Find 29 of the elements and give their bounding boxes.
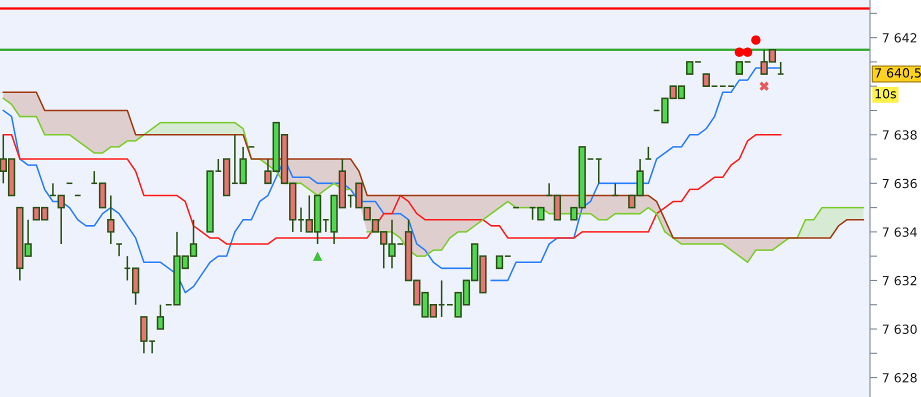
- candlestick: [148, 340, 156, 354]
- point: [742, 48, 752, 57]
- line-series: [2, 92, 864, 239]
- candlestick: [644, 146, 652, 160]
- candlestick: [612, 182, 619, 196]
- candlestick: [90, 170, 98, 184]
- point: [759, 82, 769, 91]
- point: [312, 252, 322, 261]
- y-tick-label: 7 642: [882, 33, 916, 43]
- candlestick: [107, 194, 114, 245]
- text: 7 640,5: [875, 68, 921, 79]
- y-tick-label: 7 638: [882, 130, 917, 140]
- text: 10s: [876, 89, 896, 98]
- candlestick: [595, 158, 602, 184]
- candlestick: [777, 61, 784, 75]
- candlestick: [346, 194, 354, 208]
- y-tick-label: 7 632: [882, 276, 916, 286]
- y-tick-label: 7 634: [882, 227, 917, 237]
- candlestick: [322, 218, 330, 233]
- y-tick-label: 7 630: [882, 324, 917, 334]
- point: [734, 48, 744, 57]
- candlestick: [115, 243, 123, 257]
- candlestick: [156, 304, 164, 330]
- y-tick-label: 7 636: [882, 178, 917, 188]
- line-series: [2, 134, 782, 245]
- candlestick: [214, 158, 222, 172]
- point: [751, 35, 761, 45]
- y-tick-label: 7 628: [882, 373, 917, 382]
- candlestick: [496, 255, 504, 270]
